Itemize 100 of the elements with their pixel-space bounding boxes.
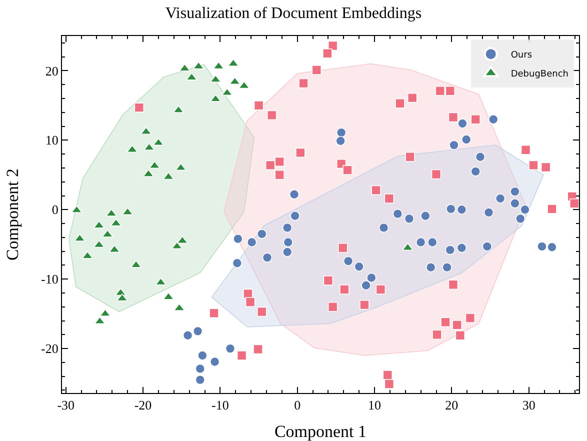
y-tick-label: 0 <box>52 202 58 218</box>
point <box>448 280 458 290</box>
y-tick-label: 20 <box>45 63 58 78</box>
point <box>448 112 458 122</box>
point <box>274 170 284 180</box>
point <box>289 189 300 200</box>
point <box>182 330 193 340</box>
point <box>456 242 467 253</box>
point <box>274 156 284 167</box>
point <box>420 210 430 221</box>
point <box>461 134 472 144</box>
point <box>283 237 293 248</box>
point <box>253 344 263 354</box>
point <box>210 356 220 367</box>
point <box>407 92 418 103</box>
point <box>342 165 352 175</box>
point <box>382 370 393 380</box>
point <box>376 284 386 294</box>
x-tick-label: -30 <box>57 398 75 413</box>
point <box>452 320 462 330</box>
x-tick-label: 0 <box>294 398 301 413</box>
point <box>366 272 376 283</box>
y-tick-label: -20 <box>41 341 58 356</box>
point <box>431 169 442 180</box>
y-tick-label: -10 <box>41 272 58 287</box>
point <box>236 350 247 360</box>
point <box>528 160 538 170</box>
point <box>198 350 208 360</box>
point <box>245 297 256 307</box>
x-tick-label: 20 <box>445 398 458 413</box>
point <box>427 237 438 248</box>
point <box>446 204 456 214</box>
point <box>416 237 426 248</box>
point <box>470 166 480 176</box>
point <box>176 236 188 244</box>
point <box>360 300 370 310</box>
point <box>354 262 364 272</box>
point <box>322 48 332 58</box>
point <box>520 145 531 155</box>
x-tick-label: -20 <box>134 398 152 413</box>
point <box>449 140 459 150</box>
point <box>340 284 350 294</box>
x-axis-title: Component 1 <box>274 422 367 441</box>
point <box>445 245 456 255</box>
point <box>395 98 405 108</box>
point <box>440 317 450 328</box>
point <box>256 306 267 317</box>
point <box>266 110 277 120</box>
point <box>442 262 452 272</box>
y-tick-label: 10 <box>45 132 58 148</box>
point <box>336 128 346 138</box>
point <box>361 280 371 290</box>
x-tick-label: 10 <box>368 398 382 413</box>
point <box>338 242 348 253</box>
point <box>282 222 292 233</box>
legend-label: Ours <box>510 50 532 61</box>
legend-label: DebugBench <box>510 70 568 80</box>
point <box>192 326 203 336</box>
point <box>323 276 334 286</box>
point <box>404 214 414 224</box>
point <box>495 194 506 204</box>
point <box>540 162 551 172</box>
x-tick-label: 30 <box>522 398 536 413</box>
point <box>456 204 467 215</box>
point <box>328 302 338 312</box>
point <box>312 65 322 75</box>
point <box>134 102 144 112</box>
point <box>392 208 403 219</box>
point <box>371 185 381 196</box>
point <box>262 252 272 262</box>
point <box>343 256 354 266</box>
point <box>384 194 394 204</box>
point <box>426 262 436 272</box>
point <box>282 247 292 257</box>
point <box>510 198 520 208</box>
point <box>455 330 466 340</box>
point <box>537 242 547 252</box>
point <box>195 364 206 374</box>
point <box>296 148 306 158</box>
point <box>246 237 257 248</box>
point <box>435 86 445 96</box>
point <box>384 379 394 389</box>
point <box>520 204 530 215</box>
point <box>254 100 264 110</box>
point <box>488 114 498 124</box>
point <box>265 160 276 170</box>
point <box>458 118 468 128</box>
point <box>465 313 476 323</box>
point <box>149 160 160 169</box>
point <box>336 136 346 146</box>
point <box>445 86 456 96</box>
point <box>233 234 243 244</box>
point <box>515 214 526 224</box>
point <box>569 198 579 208</box>
point <box>432 330 442 340</box>
point <box>482 242 492 252</box>
x-tick-label: -10 <box>212 398 229 413</box>
point <box>547 204 557 214</box>
point <box>232 258 242 268</box>
y-axis-title: Component 2 <box>3 168 22 261</box>
